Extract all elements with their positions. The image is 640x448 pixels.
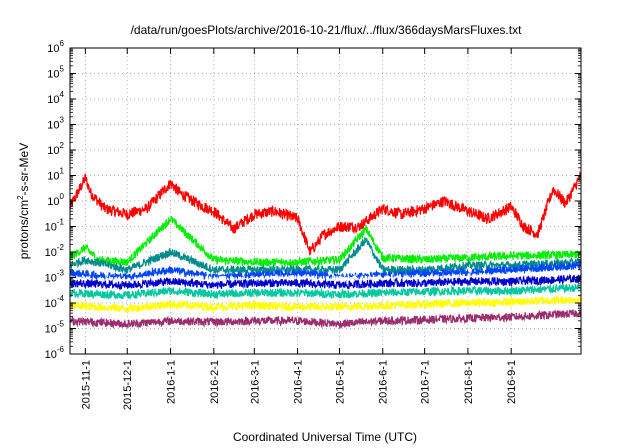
series-line — [69, 282, 582, 301]
x-tick-label: 2016-3-1 — [249, 360, 261, 404]
series-line — [69, 293, 582, 314]
y-tick-label: 101 — [47, 167, 64, 183]
x-tick-label: 2016-2-1 — [209, 360, 221, 404]
y-tick-label: 10-2 — [45, 243, 65, 259]
x-tick-label: 2015-12-1 — [122, 360, 134, 410]
grid — [70, 47, 581, 355]
x-tick-label: 2016-7-1 — [420, 360, 432, 404]
y-tick-label: 10-5 — [45, 320, 65, 336]
x-tick-label: 2016-4-1 — [293, 360, 305, 404]
series-line — [69, 170, 582, 256]
x-tick-label: 2016-8-1 — [463, 360, 475, 404]
y-tick-label: 10-4 — [45, 294, 65, 310]
series-line — [69, 273, 582, 291]
chart-title: /data/run/goesPlots/archive/2016-10-21/f… — [131, 23, 523, 37]
y-tick-label: 106 — [47, 39, 64, 55]
x-tick-label: 2015-11-1 — [80, 360, 92, 409]
series-line — [69, 215, 582, 268]
y-tick-label: 102 — [47, 141, 64, 157]
series-layer — [69, 170, 582, 329]
y-tick-label: 104 — [47, 90, 64, 106]
x-tick-label: 2016-9-1 — [506, 360, 518, 404]
y-tick-label: 10-3 — [45, 269, 65, 285]
y-tick-label: 10-6 — [45, 345, 65, 361]
x-tick-label: 2016-6-1 — [378, 360, 390, 404]
y-tick-label: 10-1 — [45, 218, 65, 234]
y-tick-label: 103 — [47, 116, 64, 132]
y-axis-label: protons/cm2-s-sr-MeV — [16, 143, 31, 259]
x-tick-label: 2016-5-1 — [334, 360, 346, 404]
ticks: 10-6 10-5 10-4 10-3 10-2 10-1 100 101 102 103 104 1… — [45, 39, 581, 410]
y-tick-label: 105 — [47, 65, 64, 81]
series-line — [69, 261, 582, 284]
x-tick-label: 2016-1-1 — [166, 360, 178, 404]
y-tick-label: 100 — [47, 192, 64, 208]
series-line — [69, 309, 582, 329]
x-axis-label: Coordinated Universal Time (UTC) — [233, 430, 417, 444]
